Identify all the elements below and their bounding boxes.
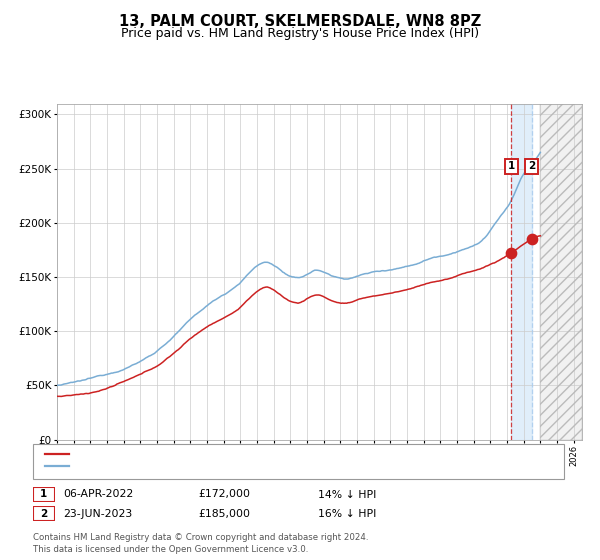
Text: £172,000: £172,000 [198,489,250,500]
Text: 1: 1 [40,489,47,500]
Point [506,249,516,258]
Text: Contains HM Land Registry data © Crown copyright and database right 2024.
This d: Contains HM Land Registry data © Crown c… [33,533,368,554]
Text: 06-APR-2022: 06-APR-2022 [63,489,133,500]
Bar [511,104,532,440]
Bar [541,104,582,440]
Text: 2: 2 [528,161,535,171]
Point [527,235,536,244]
FancyBboxPatch shape [33,487,55,502]
Text: 23-JUN-2023: 23-JUN-2023 [63,508,132,519]
Text: £185,000: £185,000 [198,508,250,519]
Text: 13, PALM COURT, SKELMERSDALE, WN8 8PZ (semi-detached house): 13, PALM COURT, SKELMERSDALE, WN8 8PZ (s… [73,449,412,459]
Text: 13, PALM COURT, SKELMERSDALE, WN8 8PZ: 13, PALM COURT, SKELMERSDALE, WN8 8PZ [119,14,481,29]
Bar [541,104,582,440]
Text: Price paid vs. HM Land Registry's House Price Index (HPI): Price paid vs. HM Land Registry's House … [121,27,479,40]
Text: 2: 2 [40,508,47,519]
Text: 16% ↓ HPI: 16% ↓ HPI [318,508,376,519]
Text: HPI: Average price, semi-detached house, West Lancashire: HPI: Average price, semi-detached house,… [73,461,367,471]
Text: 1: 1 [508,161,515,171]
Text: 14% ↓ HPI: 14% ↓ HPI [318,489,376,500]
FancyBboxPatch shape [33,506,55,521]
